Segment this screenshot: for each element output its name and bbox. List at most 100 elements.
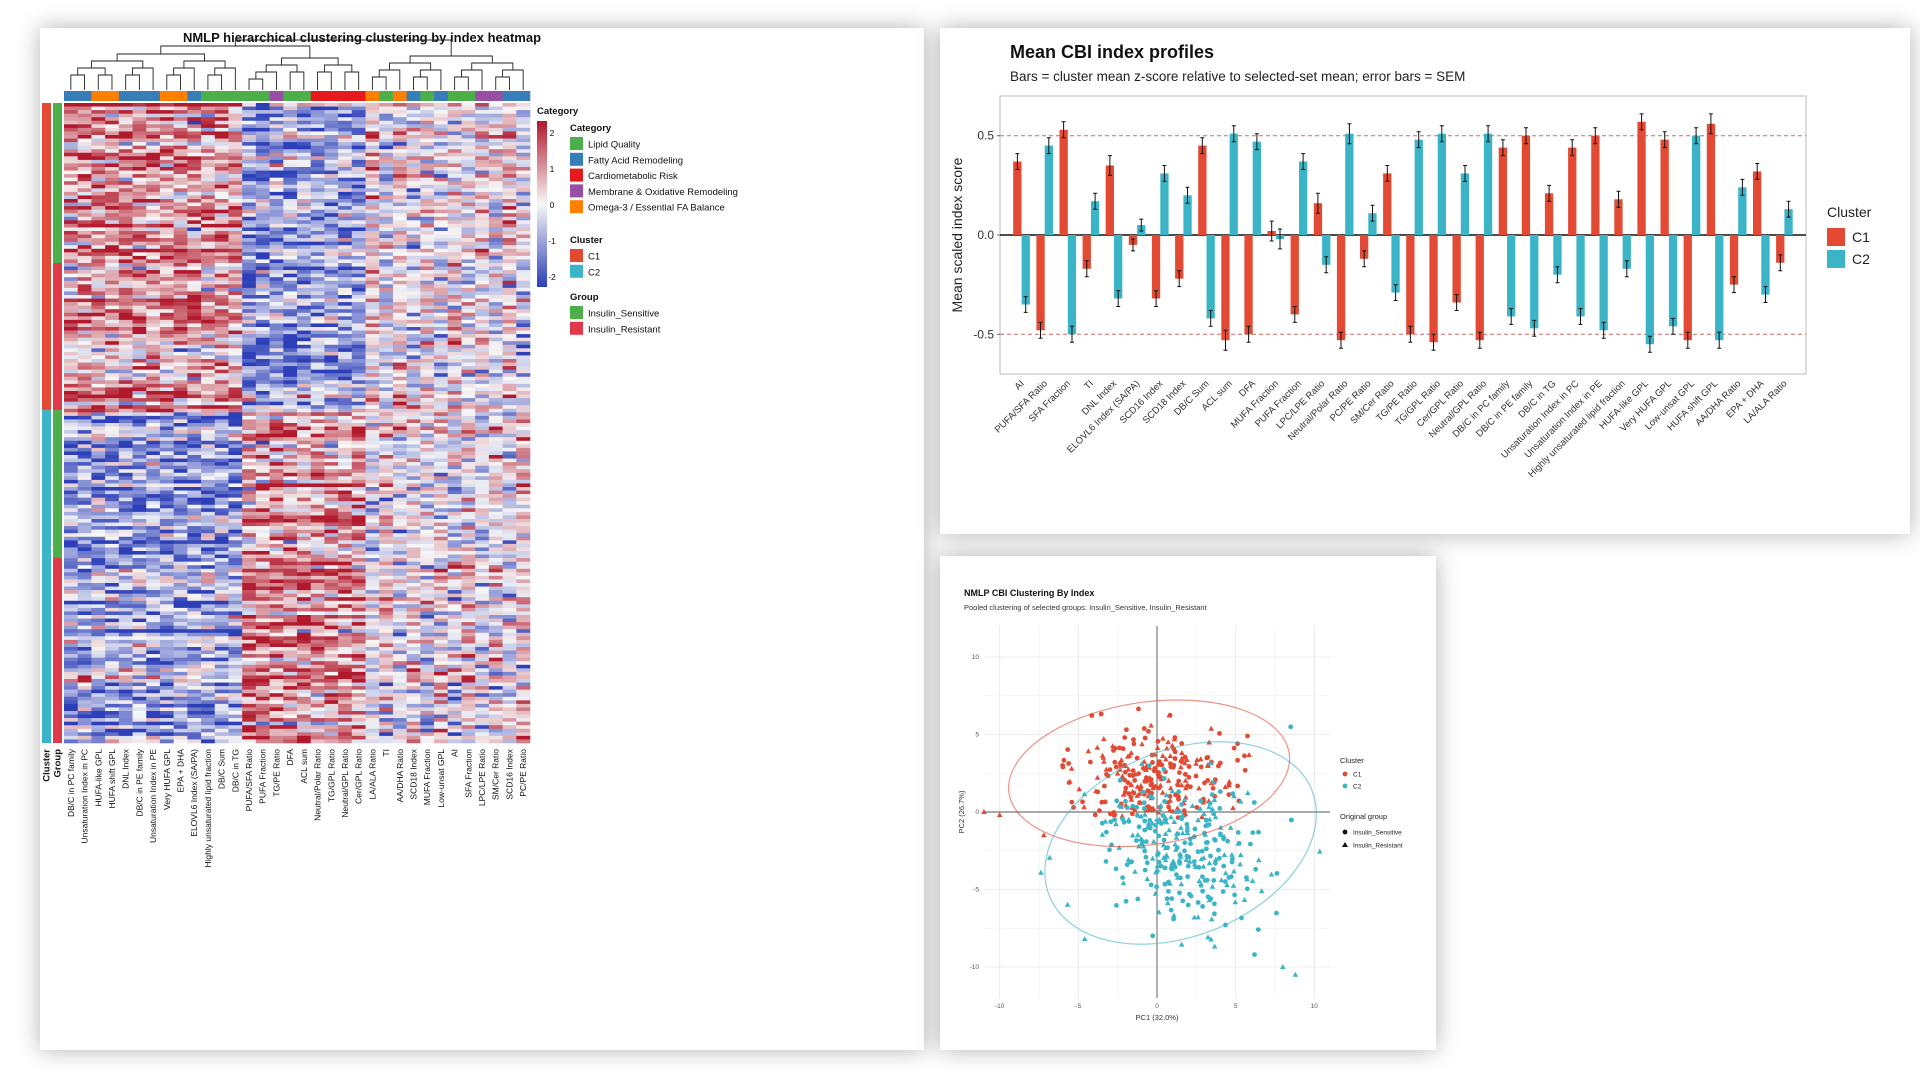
heatmap-cell <box>146 472 161 477</box>
heatmap-cell <box>365 558 380 562</box>
heatmap-cell <box>159 259 174 264</box>
heatmap-cell <box>159 216 174 221</box>
heatmap-cell <box>283 359 298 363</box>
heatmap-cell <box>283 266 298 271</box>
heatmap-cell <box>406 359 421 363</box>
heatmap-cell <box>105 547 120 552</box>
heatmap-cell <box>77 330 92 335</box>
heatmap-cell <box>146 398 161 402</box>
heatmap-cell <box>105 558 120 562</box>
heatmap-cell <box>269 191 284 196</box>
heatmap-cell <box>434 430 449 434</box>
heatmap-cell <box>310 206 325 210</box>
heatmap-cell <box>201 597 216 602</box>
heatmap-cell <box>297 263 312 267</box>
heatmap-cell <box>365 426 380 431</box>
heatmap-cell <box>502 479 517 484</box>
heatmap-cell <box>159 476 174 481</box>
heatmap-cell <box>365 159 380 164</box>
heatmap-cell <box>516 252 531 257</box>
heatmap-cell <box>118 280 133 285</box>
heatmap-cell <box>269 401 284 406</box>
heatmap-cell <box>392 227 407 232</box>
heatmap-cell <box>64 590 79 594</box>
heatmap-cell <box>64 430 79 434</box>
heatmap-cell <box>475 590 490 594</box>
heatmap-cell <box>255 380 270 385</box>
heatmap-cell <box>461 583 476 587</box>
heatmap-cell <box>338 394 353 399</box>
heatmap-cell <box>365 263 380 267</box>
heatmap-cell <box>434 394 449 399</box>
heatmap-cell <box>310 117 325 122</box>
heatmap-cell <box>64 543 79 548</box>
heatmap-cell <box>242 611 257 616</box>
heatmap-cell <box>338 401 353 406</box>
heatmap-cell <box>420 508 435 513</box>
heatmap-cell <box>146 152 161 157</box>
heatmap-cell <box>502 195 517 200</box>
heatmap-cell <box>132 113 147 118</box>
heatmap-cell <box>91 494 106 498</box>
heatmap-cell <box>420 579 435 584</box>
heatmap-cell <box>420 568 435 573</box>
heatmap-cell <box>338 583 353 587</box>
heatmap-cell <box>201 298 216 303</box>
heatmap-cell <box>475 462 490 466</box>
heatmap-cell <box>297 348 312 353</box>
heatmap-cell <box>338 117 353 122</box>
heatmap-cell <box>447 565 462 570</box>
heatmap-cell <box>475 472 490 477</box>
heatmap-cell <box>338 590 353 594</box>
heatmap-cell <box>173 159 188 164</box>
heatmap-cell <box>242 273 257 278</box>
heatmap-cell <box>146 319 161 324</box>
heatmap-cell <box>434 522 449 527</box>
heatmap-cell <box>269 511 284 516</box>
heatmap-cell <box>132 127 147 132</box>
heatmap-cell <box>338 515 353 520</box>
heatmap-cell <box>461 120 476 125</box>
heatmap-cell <box>516 163 531 168</box>
heatmap-cell <box>132 295 147 299</box>
heatmap-cell <box>475 593 490 598</box>
heatmap-cell <box>159 401 174 406</box>
heatmap-cell <box>392 284 407 289</box>
heatmap-cell <box>214 359 229 363</box>
heatmap-cell <box>420 181 435 186</box>
heatmap-cell <box>447 551 462 555</box>
heatmap-cell <box>283 476 298 481</box>
heatmap-cell <box>338 519 353 523</box>
heatmap-cell <box>77 611 92 616</box>
heatmap-cell <box>447 391 462 395</box>
heatmap-cell <box>77 131 92 136</box>
heatmap-cell <box>338 305 353 310</box>
heatmap-cell <box>324 302 339 306</box>
heatmap-cell <box>201 259 216 264</box>
heatmap-cell <box>173 490 188 495</box>
heatmap-cell <box>516 223 531 228</box>
heatmap-cell <box>297 142 312 146</box>
heatmap-cell <box>64 209 79 214</box>
heatmap-cell <box>406 248 421 253</box>
heatmap-cell <box>187 362 202 367</box>
heatmap-cell <box>420 444 435 449</box>
heatmap-cell <box>132 501 147 506</box>
heatmap-cell <box>365 490 380 495</box>
heatmap-cell <box>475 323 490 328</box>
heatmap-cell <box>379 600 394 605</box>
heatmap-cell <box>269 533 284 538</box>
heatmap-cell <box>475 327 490 331</box>
heatmap-cell <box>324 127 339 132</box>
heatmap-cell <box>324 234 339 239</box>
heatmap-cell <box>365 451 380 456</box>
heatmap-cell <box>502 391 517 395</box>
heatmap-cell <box>91 241 106 246</box>
heatmap-cell <box>228 497 243 502</box>
heatmap-cell <box>297 156 312 161</box>
heatmap-cell <box>338 455 353 459</box>
heatmap-cell <box>310 316 325 321</box>
heatmap-cell <box>379 405 394 410</box>
heatmap-cell <box>297 551 312 555</box>
heatmap-cell <box>77 451 92 456</box>
